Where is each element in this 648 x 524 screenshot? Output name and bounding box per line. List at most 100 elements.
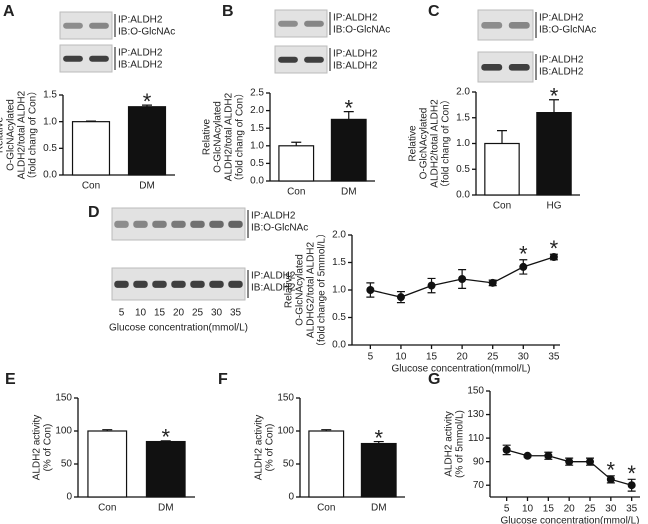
blot-label: IB:O-GlcNAc (333, 25, 390, 36)
bar (87, 430, 128, 498)
bar (536, 111, 572, 196)
y-axis-label: ALDH2 activity (444, 411, 455, 477)
significance-star: * (143, 89, 152, 114)
significance-star: * (519, 242, 528, 267)
panel-letter: F (218, 371, 228, 388)
x-tick-label: 10 (395, 352, 407, 363)
error-bar (343, 111, 354, 120)
y-axis-label: (% of 5mmol/L) (455, 410, 466, 478)
x-tick-label: 15 (543, 504, 555, 515)
y-axis-label: ALDH2 activity (254, 415, 265, 481)
point (606, 475, 615, 484)
point (586, 457, 594, 466)
panel-letter: E (5, 371, 16, 388)
point (366, 286, 375, 294)
blot-band (133, 280, 148, 288)
y-tick-label: 0.5 (43, 143, 57, 154)
x-tick-label: 35 (626, 504, 638, 515)
blot-label: IP:ALDH2 (118, 48, 163, 59)
blot-band (89, 22, 109, 29)
blot-label: IP:ALDH2 (539, 55, 584, 66)
x-tick-label: DM (371, 503, 387, 514)
y-axis-label: O-GlcNAcylated (213, 101, 224, 173)
significance-star: * (550, 84, 559, 109)
bar (360, 442, 397, 498)
blot-band (209, 280, 224, 288)
y-axis-label: O-GlcNAcylated (419, 108, 430, 180)
blot-label: IP:ALDH2 (333, 49, 378, 60)
significance-star: * (161, 425, 170, 450)
y-tick-label: 150 (467, 386, 484, 397)
y-axis-label: （fold change of 5mmol/L） (316, 228, 328, 352)
y-tick-label: 0 (66, 492, 72, 503)
x-tick-label: DM (158, 503, 174, 514)
point (519, 262, 528, 271)
y-axis-label: ALDH2/total ALDH2 (224, 92, 235, 181)
x-tick-label: 5 (504, 504, 510, 515)
y-tick-label: 1.5 (332, 257, 346, 268)
x-tick-label: 30 (518, 352, 530, 363)
x-tick-label: Con (493, 201, 511, 212)
blot-band (508, 64, 530, 71)
blot-band (114, 220, 129, 228)
y-axis-label: O-GlcNAcylated (6, 99, 17, 171)
x-tick-label: HG (547, 201, 562, 212)
y-tick-label: 1.5 (250, 123, 264, 134)
x-tick-label: 10 (522, 504, 534, 515)
y-tick-label: 0.0 (332, 340, 346, 351)
panel-letter: D (88, 204, 100, 221)
x-tick-label: 15 (426, 352, 438, 363)
y-tick-label: 2.5 (250, 88, 264, 99)
bar (71, 121, 111, 176)
blot-band (508, 22, 530, 29)
error-bar (102, 429, 113, 431)
blot-band (152, 280, 167, 288)
point (627, 481, 636, 490)
error-bar (142, 104, 152, 107)
y-axis-label: ALDH2 activity (32, 415, 43, 481)
lane-label: 15 (154, 308, 166, 319)
y-axis-label: （fold chang of Con） (27, 86, 39, 184)
y-tick-label: 0 (288, 492, 294, 503)
error-bar (373, 440, 384, 444)
y-tick-label: 110 (468, 433, 484, 444)
bar (308, 430, 345, 498)
bar (484, 142, 520, 196)
blot-label: IB:O-GlcNAc (251, 223, 308, 234)
blot-band (89, 55, 109, 62)
error-bar (321, 429, 332, 431)
x-tick-label: 5 (368, 352, 374, 363)
x-tick-label: Con (82, 181, 100, 192)
panel-letter: C (428, 3, 440, 20)
y-axis-label: ALDH2/total ALDH2 (430, 99, 441, 188)
x-axis-label: Glucose concentration(mmol/L) (392, 364, 531, 375)
x-tick-label: 25 (487, 352, 499, 363)
y-axis-label: ALDH2/total ALDH2 (17, 90, 28, 179)
lane-label: 5 (119, 308, 125, 319)
y-tick-label: 2.0 (456, 87, 470, 98)
blot-band (304, 20, 324, 27)
lane-label: 30 (211, 308, 223, 319)
y-tick-label: 1.5 (43, 90, 57, 101)
blot-band (114, 280, 129, 288)
blot-band (63, 22, 83, 29)
lane-label: 20 (173, 308, 185, 319)
x-tick-label: Con (317, 503, 335, 514)
y-tick-label: 0.5 (250, 158, 264, 169)
x-tick-label: 25 (584, 504, 596, 515)
significance-star: * (627, 461, 636, 486)
x-axis-label: Glucose concentration(mmol/L) (501, 516, 640, 524)
blot-label: IB:ALDH2 (333, 61, 378, 72)
blot-label: IP:ALDH2 (118, 15, 163, 26)
point (549, 253, 558, 261)
panel-letter: B (222, 3, 234, 20)
blot-label: IP:ALDH2 (251, 211, 296, 222)
significance-star: * (344, 95, 353, 120)
y-tick-label: 130 (467, 409, 484, 420)
blot-band (481, 22, 503, 29)
blot-band (278, 20, 298, 27)
blot-label: IB:O-GlcNAc (539, 25, 596, 36)
y-tick-label: 150 (55, 393, 72, 404)
point (523, 451, 532, 460)
